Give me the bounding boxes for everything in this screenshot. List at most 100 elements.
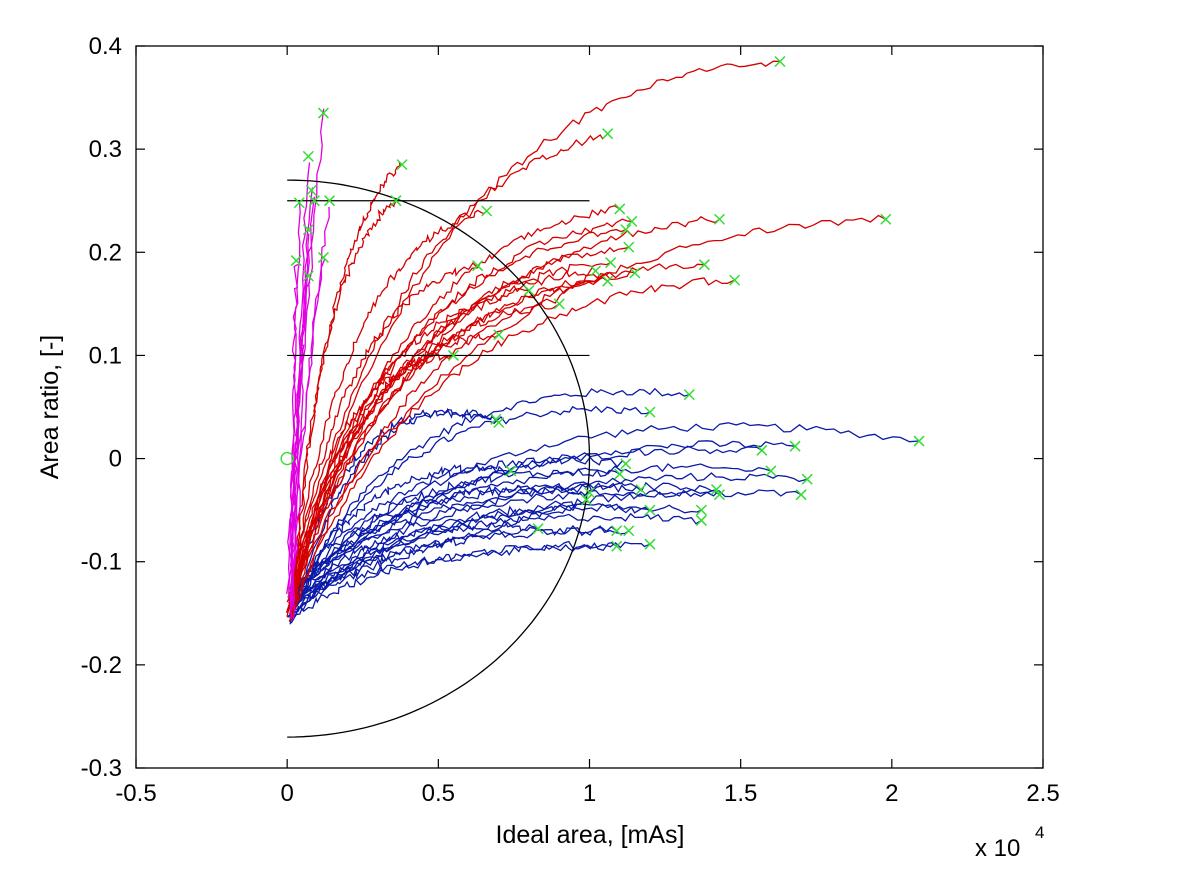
red-series-line <box>288 270 635 608</box>
endpoint-marker-stroke <box>583 487 596 499</box>
endpoint-marker-stroke <box>683 389 695 401</box>
blue-series-line <box>290 521 539 611</box>
endpoint-marker-stroke <box>635 483 647 496</box>
endpoint-marker-stroke <box>756 444 768 456</box>
endpoint-marker-stroke <box>774 55 786 68</box>
reference-layer <box>287 179 591 738</box>
endpoint-marker-stroke <box>308 195 320 207</box>
blue-endpoint-marker <box>532 523 544 535</box>
blue-series-line <box>288 456 627 604</box>
blue-endpoint-marker <box>710 483 723 496</box>
reference-half-ellipse <box>287 179 591 738</box>
red-endpoint-marker <box>605 257 617 269</box>
red-endpoint-marker <box>493 329 505 341</box>
red-series-line <box>288 277 735 622</box>
blue-endpoint-marker <box>765 465 777 477</box>
magenta-series-line <box>286 281 311 595</box>
blue-endpoint-marker <box>583 487 596 499</box>
red-endpoint-marker <box>620 224 632 236</box>
blue-endpoint-marker <box>756 444 768 456</box>
red-endpoint-marker <box>623 241 635 253</box>
blue-endpoint-marker <box>623 525 635 537</box>
y-tick-label: -0.2 <box>81 652 122 679</box>
red-endpoint-marker <box>602 128 614 140</box>
red-series-line <box>285 246 630 613</box>
y-tick-label: 0 <box>109 446 122 473</box>
x-tick-label: 0 <box>280 780 293 807</box>
blue-endpoint-marker <box>683 389 695 401</box>
blue-series-line <box>287 524 630 618</box>
magenta-series-line <box>289 258 326 605</box>
y-tick-label: 0.3 <box>89 136 122 163</box>
endpoint-marker-stroke <box>614 468 626 480</box>
endpoint-marker-stroke <box>880 213 892 225</box>
red-endpoint-marker <box>602 275 614 287</box>
red-series-line <box>286 209 488 617</box>
endpoint-marker-stroke <box>317 107 329 119</box>
red-series-line <box>287 287 529 591</box>
blue-endpoint-marker <box>611 540 623 552</box>
endpoint-marker-stroke <box>523 284 535 296</box>
blue-series-line <box>290 489 720 592</box>
red-endpoint-marker <box>713 213 726 225</box>
red-series-line <box>288 262 478 606</box>
endpoint-marker-stroke <box>629 267 641 279</box>
blue-series-line <box>289 503 702 620</box>
blue-series-line <box>286 405 651 611</box>
magenta-endpoint-marker <box>290 255 302 267</box>
endpoint-marker-stroke <box>317 251 329 263</box>
blue-series-line <box>292 387 690 612</box>
x-tick-label: 2.5 <box>1026 780 1059 807</box>
blue-endpoint-marker <box>620 458 632 470</box>
blue-series-line <box>293 407 497 618</box>
endpoint-marker-stroke <box>623 241 635 253</box>
endpoint-marker-stroke <box>644 406 656 418</box>
endpoint-marker-stroke <box>729 274 741 286</box>
red-endpoint-marker <box>880 213 892 225</box>
blue-endpoint-marker <box>789 440 801 452</box>
x-tick-label: 2 <box>885 780 898 807</box>
blue-endpoint-marker <box>913 435 925 447</box>
endpoint-marker-stroke <box>602 128 614 140</box>
x-tick-label: 1 <box>583 780 596 807</box>
y-axis-label: Area ratio, [-] <box>36 335 64 480</box>
magenta-series-line <box>287 196 316 598</box>
endpoint-marker-stroke <box>698 259 710 271</box>
endpoint-marker-stroke <box>590 265 602 277</box>
x-tick-label: 1.5 <box>724 780 757 807</box>
magenta-endpoint-marker <box>317 251 329 263</box>
magenta-series-line <box>289 263 299 590</box>
endpoint-marker-stroke <box>493 329 505 341</box>
endpoint-marker-stroke <box>481 205 493 217</box>
red-series-line <box>289 200 397 617</box>
blue-endpoint-marker <box>611 525 623 537</box>
endpoint-marker-stroke <box>493 416 505 429</box>
endpoint-marker-stroke <box>626 215 638 227</box>
blue-endpoint-marker <box>644 504 656 516</box>
endpoint-marker-stroke <box>580 494 593 506</box>
red-endpoint-marker <box>523 284 535 296</box>
red-series-line <box>289 60 781 600</box>
blue-series-line <box>288 482 642 606</box>
x-scale-multiplier: x 10 <box>975 835 1020 862</box>
red-endpoint-marker <box>447 349 459 361</box>
red-endpoint-marker <box>729 274 741 286</box>
endpoint-marker-stroke <box>553 298 565 310</box>
magenta-endpoint-marker <box>308 195 320 207</box>
blue-series-line <box>287 498 587 598</box>
red-series-line <box>289 353 454 594</box>
blue-endpoint-marker <box>644 406 656 418</box>
endpoint-marker-stroke <box>710 483 723 496</box>
red-endpoint-marker <box>698 259 710 271</box>
red-endpoint-marker <box>614 203 626 215</box>
red-endpoint-marker <box>629 267 641 279</box>
endpoint-marker-stroke <box>713 213 726 225</box>
red-series-line <box>288 214 887 595</box>
endpoint-marker-stroke <box>290 255 302 267</box>
endpoint-marker-stroke <box>302 150 314 162</box>
red-endpoint-marker <box>626 215 638 227</box>
endpoint-marker-stroke <box>614 203 626 215</box>
endpoint-marker-stroke <box>472 260 484 272</box>
blue-series-line <box>291 526 618 603</box>
marker-layer <box>280 55 925 552</box>
